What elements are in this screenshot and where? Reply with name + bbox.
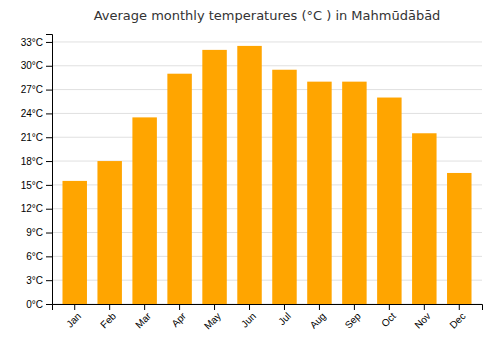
tick-label: Oct	[379, 310, 398, 329]
tick-label: Jan	[64, 310, 83, 329]
tick-mark	[46, 113, 52, 114]
tick: 33°C	[21, 37, 52, 48]
tick-mark	[109, 304, 110, 310]
tick-label: 27°C	[21, 84, 43, 95]
tick: 30°C	[21, 60, 52, 71]
tick: Jul	[276, 304, 293, 327]
bar	[167, 74, 191, 304]
y-axis: 0°C 3°C 6°C 9°C 12°C 15°C 18°C 21°C 24°C 27°C 30°C…	[21, 35, 53, 310]
plot: 0°C 3°C 6°C 9°C 12°C 15°C 18°C 21°C 24°C 27°C 30°C…	[21, 35, 483, 332]
grid-line	[52, 113, 482, 114]
tick: Nov	[412, 304, 432, 331]
tick-mark	[424, 304, 425, 310]
tick: 15°C	[21, 180, 52, 191]
tick-label: 18°C	[21, 156, 43, 167]
bar	[412, 133, 436, 304]
grid-line	[52, 41, 482, 42]
tick-label: 21°C	[21, 132, 43, 143]
tick: 0°C	[26, 299, 52, 310]
tick-mark	[46, 209, 52, 210]
tick-label: 6°C	[26, 251, 43, 262]
tick: Oct	[379, 304, 398, 329]
bar	[447, 173, 471, 304]
tick-mark	[46, 233, 52, 234]
tick: Jan	[64, 304, 83, 330]
tick-mark	[46, 66, 52, 67]
tick-label: 24°C	[21, 108, 43, 119]
tick-label: May	[202, 310, 223, 331]
bar	[272, 70, 296, 304]
tick-label: Jun	[239, 310, 258, 329]
tick: 6°C	[26, 251, 52, 262]
tick-mark	[46, 256, 52, 257]
title: Average monthly temperatures (°C ) in Ma…	[94, 8, 441, 23]
bar	[132, 117, 156, 304]
x-axis: Jan Feb Mar Apr May Jun Jul Aug Sep Oct Nov Dec	[53, 304, 483, 332]
tick-mark	[74, 304, 75, 310]
tick-mark	[46, 90, 52, 91]
tick-label: Apr	[169, 310, 188, 329]
tick-label: Dec	[447, 310, 467, 330]
tick-label: 12°C	[21, 203, 43, 214]
tick: 18°C	[21, 156, 52, 167]
tick-label: 0°C	[26, 299, 43, 310]
bars	[62, 46, 471, 304]
tick: Jun	[239, 304, 258, 330]
grid	[52, 42, 482, 304]
tick-mark	[284, 304, 285, 310]
chart: 0°C 3°C 6°C 9°C 12°C 15°C 18°C 21°C 24°C 27°C 30°C…	[0, 0, 500, 350]
tick-label: 33°C	[21, 37, 43, 48]
tick-mark	[46, 280, 52, 281]
grid-line	[52, 65, 482, 66]
tick: 12°C	[21, 203, 52, 214]
bar	[202, 50, 226, 304]
tick-label: Aug	[308, 310, 328, 330]
tick: 24°C	[21, 108, 52, 119]
bar	[307, 82, 331, 304]
tick-mark	[46, 137, 52, 138]
tick-mark	[46, 161, 52, 162]
tick-mark	[249, 304, 250, 310]
tick-label: Mar	[133, 310, 153, 330]
tick-mark	[354, 304, 355, 310]
axis-line	[53, 305, 483, 311]
tick-mark	[46, 185, 52, 186]
bar	[62, 181, 86, 304]
bar	[237, 46, 261, 304]
tick-label: 3°C	[26, 275, 43, 286]
tick-mark	[46, 304, 52, 305]
tick: Apr	[169, 304, 188, 329]
tick-label: Jul	[276, 310, 293, 327]
tick-mark	[46, 42, 52, 43]
bar	[377, 98, 401, 304]
tick: May	[202, 304, 223, 332]
tick: Sep	[343, 304, 364, 331]
axis-line	[46, 35, 53, 305]
tick-mark	[319, 304, 320, 310]
tick: 27°C	[21, 84, 52, 95]
tick-label: Sep	[343, 310, 364, 331]
tick: Dec	[447, 304, 467, 331]
tick-mark	[459, 304, 460, 310]
tick-mark	[179, 304, 180, 310]
bar	[342, 82, 366, 304]
grid-line	[52, 89, 482, 90]
tick-label: Feb	[98, 310, 118, 330]
tick-label: 30°C	[21, 60, 43, 71]
tick-label: Nov	[412, 310, 432, 330]
tick-mark	[389, 304, 390, 310]
bar	[97, 161, 121, 304]
tick-mark	[214, 304, 215, 310]
tick: Aug	[308, 304, 328, 331]
tick-label: 15°C	[21, 180, 43, 191]
tick: 3°C	[26, 275, 52, 286]
tick: 9°C	[26, 227, 52, 238]
tick-label: 9°C	[26, 227, 43, 238]
tick: Mar	[133, 304, 153, 330]
tick: Feb	[98, 304, 118, 330]
tick: 21°C	[21, 132, 52, 143]
tick-mark	[144, 304, 145, 310]
